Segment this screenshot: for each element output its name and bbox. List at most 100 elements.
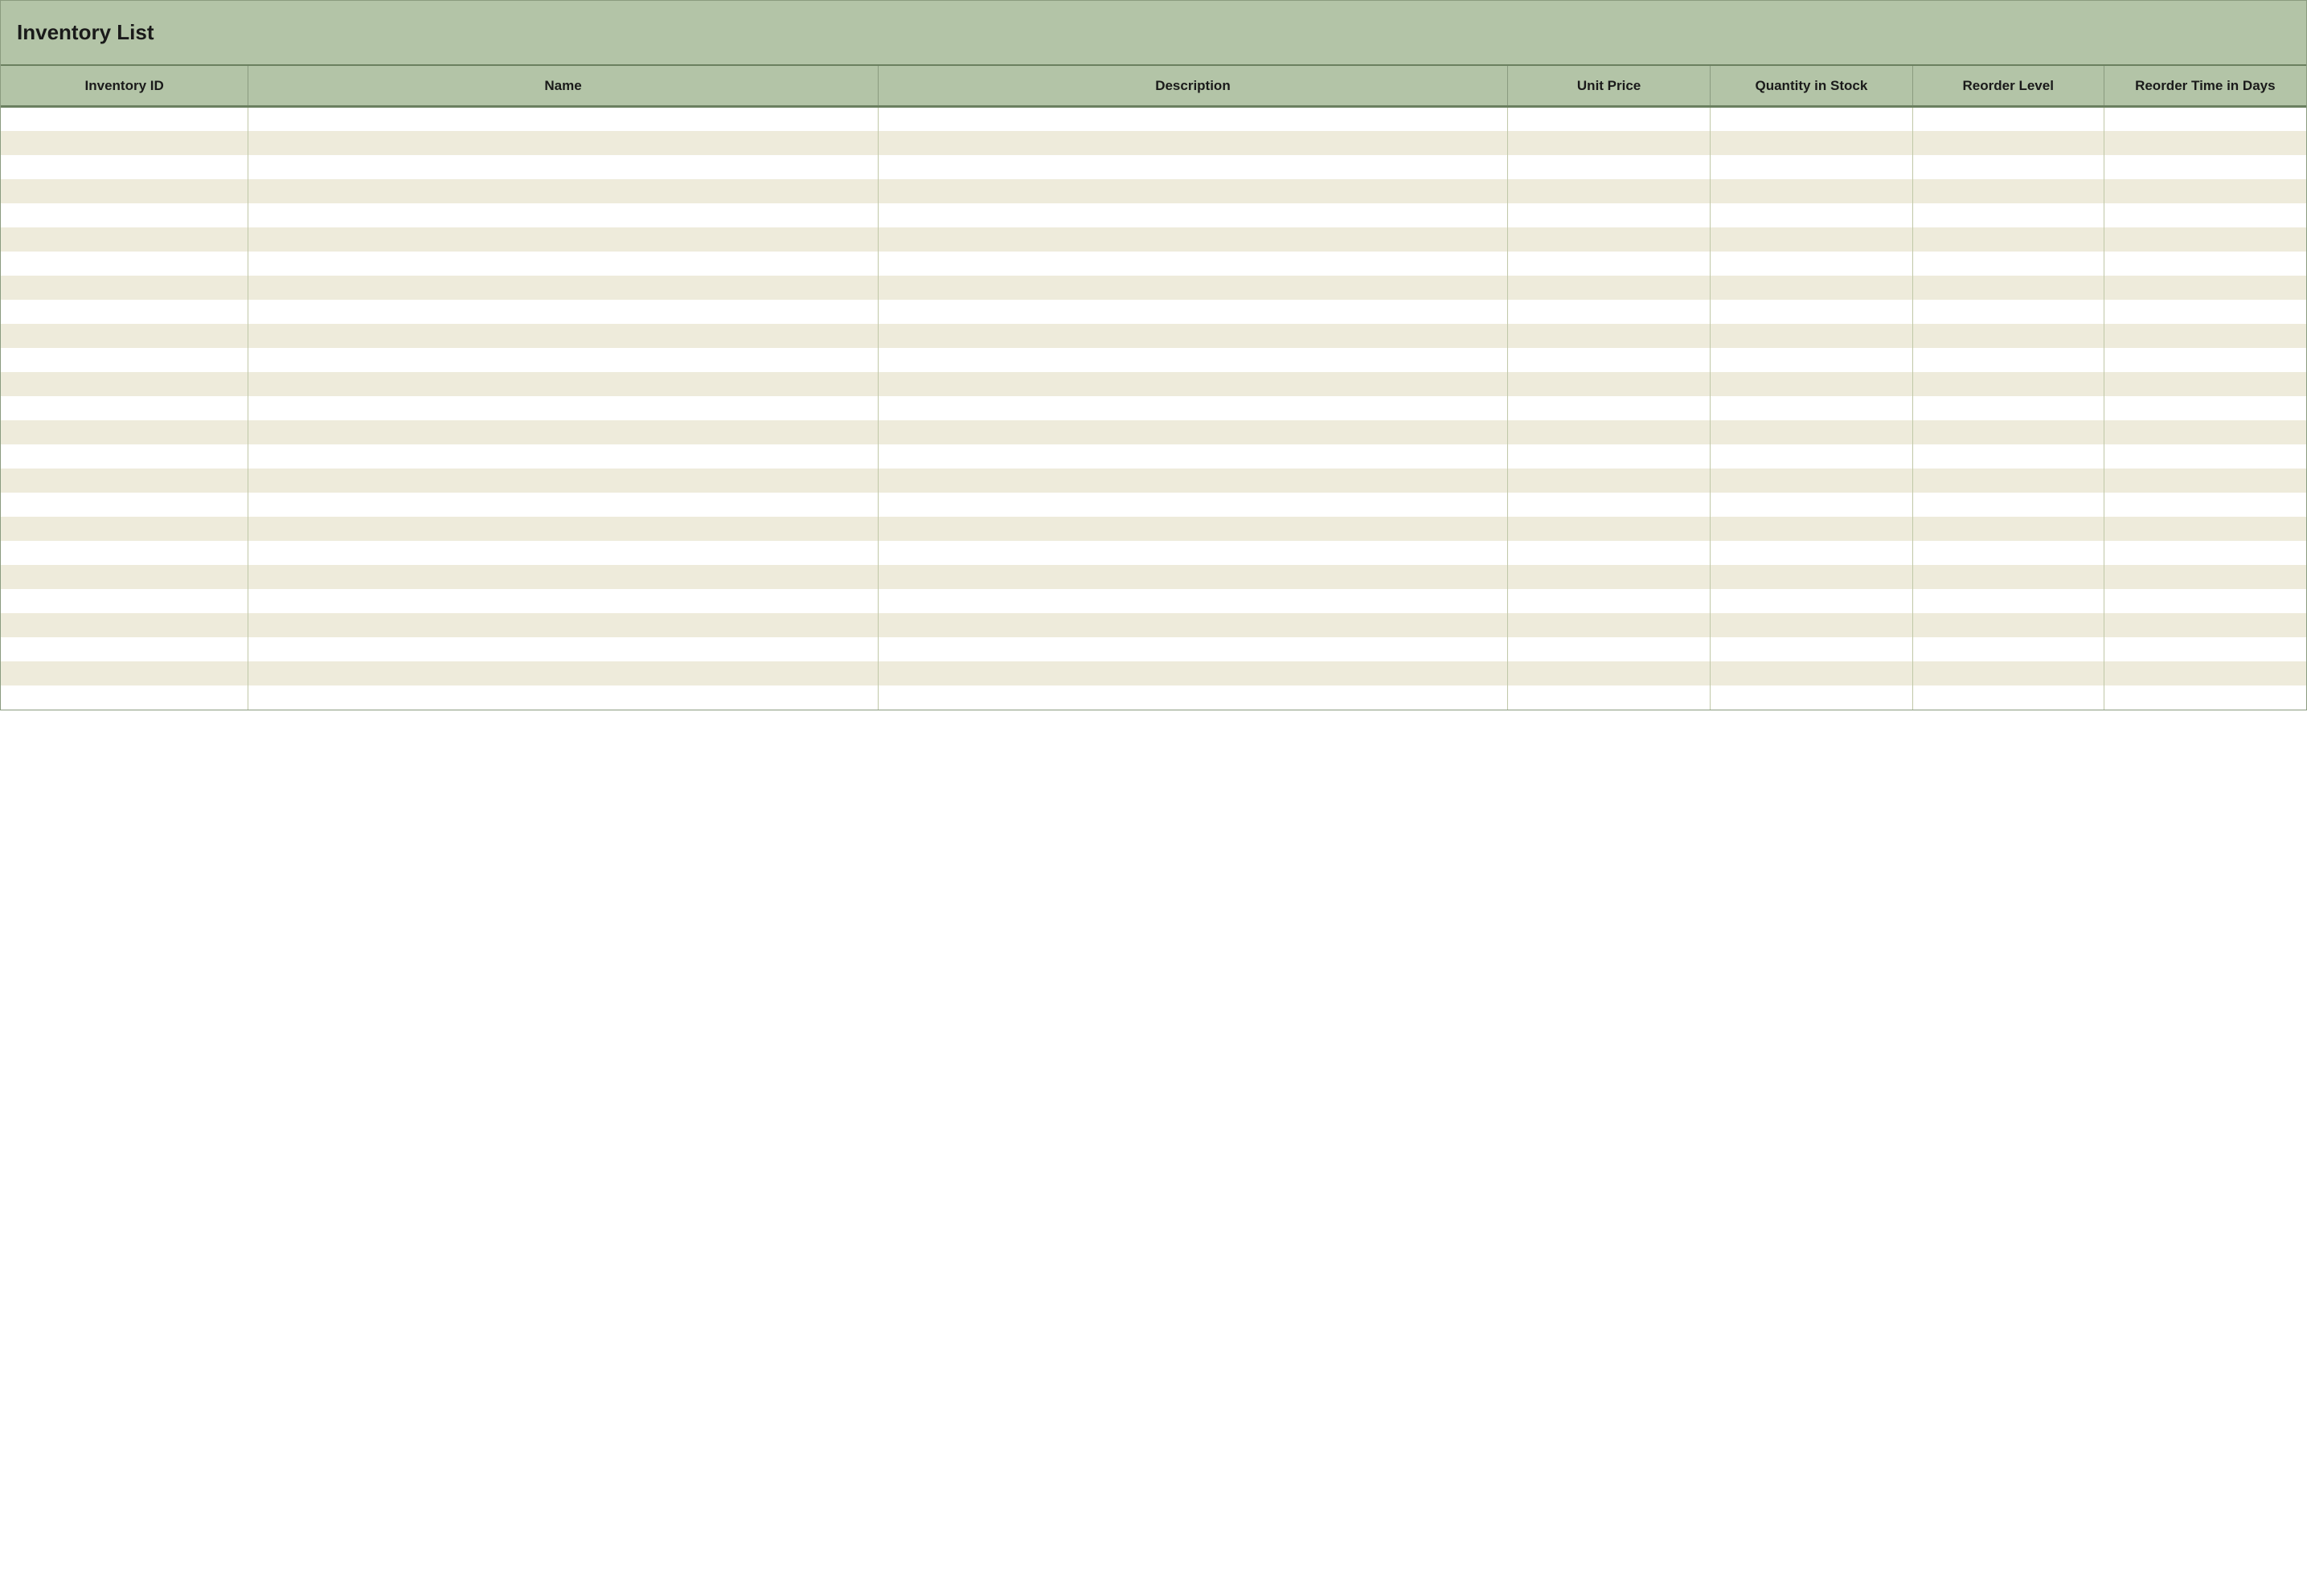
table-cell[interactable]	[1, 372, 248, 396]
table-cell[interactable]	[1508, 541, 1711, 565]
table-cell[interactable]	[2104, 685, 2306, 710]
table-cell[interactable]	[1711, 469, 1913, 493]
table-cell[interactable]	[1, 300, 248, 324]
table-cell[interactable]	[1711, 203, 1913, 227]
table-cell[interactable]	[248, 348, 878, 372]
table-cell[interactable]	[1711, 372, 1913, 396]
table-row[interactable]	[1, 276, 2306, 300]
table-cell[interactable]	[878, 565, 1507, 589]
table-cell[interactable]	[1508, 589, 1711, 613]
col-header-reorder-level[interactable]: Reorder Level	[1912, 66, 2104, 107]
table-cell[interactable]	[1912, 396, 2104, 420]
table-cell[interactable]	[1508, 613, 1711, 637]
table-cell[interactable]	[1, 493, 248, 517]
table-cell[interactable]	[248, 252, 878, 276]
table-cell[interactable]	[248, 685, 878, 710]
table-cell[interactable]	[1912, 348, 2104, 372]
table-cell[interactable]	[1912, 300, 2104, 324]
table-cell[interactable]	[248, 469, 878, 493]
table-row[interactable]	[1, 661, 2306, 685]
table-row[interactable]	[1, 227, 2306, 252]
table-cell[interactable]	[1912, 179, 2104, 203]
table-cell[interactable]	[878, 155, 1507, 179]
table-cell[interactable]	[1508, 107, 1711, 131]
table-cell[interactable]	[878, 493, 1507, 517]
table-cell[interactable]	[2104, 107, 2306, 131]
table-cell[interactable]	[2104, 444, 2306, 469]
table-cell[interactable]	[1711, 565, 1913, 589]
table-row[interactable]	[1, 372, 2306, 396]
table-cell[interactable]	[2104, 396, 2306, 420]
table-row[interactable]	[1, 637, 2306, 661]
table-row[interactable]	[1, 541, 2306, 565]
table-cell[interactable]	[1711, 107, 1913, 131]
table-cell[interactable]	[1508, 227, 1711, 252]
table-cell[interactable]	[1508, 155, 1711, 179]
table-cell[interactable]	[1912, 131, 2104, 155]
table-cell[interactable]	[1711, 131, 1913, 155]
table-cell[interactable]	[1508, 493, 1711, 517]
table-cell[interactable]	[1508, 396, 1711, 420]
table-cell[interactable]	[1912, 227, 2104, 252]
table-cell[interactable]	[2104, 517, 2306, 541]
table-cell[interactable]	[1711, 420, 1913, 444]
table-cell[interactable]	[248, 637, 878, 661]
table-cell[interactable]	[2104, 541, 2306, 565]
table-cell[interactable]	[248, 203, 878, 227]
table-cell[interactable]	[878, 300, 1507, 324]
table-cell[interactable]	[1912, 203, 2104, 227]
table-cell[interactable]	[878, 541, 1507, 565]
table-row[interactable]	[1, 469, 2306, 493]
table-cell[interactable]	[1508, 517, 1711, 541]
table-cell[interactable]	[878, 227, 1507, 252]
table-row[interactable]	[1, 155, 2306, 179]
table-cell[interactable]	[1, 541, 248, 565]
table-cell[interactable]	[1, 396, 248, 420]
table-cell[interactable]	[1912, 107, 2104, 131]
table-cell[interactable]	[878, 661, 1507, 685]
table-cell[interactable]	[878, 396, 1507, 420]
table-cell[interactable]	[248, 107, 878, 131]
table-cell[interactable]	[1508, 469, 1711, 493]
table-cell[interactable]	[1, 565, 248, 589]
table-cell[interactable]	[1, 107, 248, 131]
table-cell[interactable]	[878, 131, 1507, 155]
table-cell[interactable]	[248, 444, 878, 469]
table-cell[interactable]	[1912, 252, 2104, 276]
table-cell[interactable]	[2104, 372, 2306, 396]
table-cell[interactable]	[1508, 565, 1711, 589]
table-cell[interactable]	[1912, 661, 2104, 685]
table-cell[interactable]	[1912, 372, 2104, 396]
table-row[interactable]	[1, 252, 2306, 276]
table-cell[interactable]	[248, 227, 878, 252]
table-cell[interactable]	[1508, 372, 1711, 396]
table-cell[interactable]	[1, 324, 248, 348]
table-cell[interactable]	[1711, 155, 1913, 179]
table-cell[interactable]	[1508, 348, 1711, 372]
col-header-inventory-id[interactable]: Inventory ID	[1, 66, 248, 107]
table-cell[interactable]	[2104, 300, 2306, 324]
table-row[interactable]	[1, 203, 2306, 227]
table-cell[interactable]	[1, 276, 248, 300]
table-cell[interactable]	[2104, 227, 2306, 252]
table-row[interactable]	[1, 131, 2306, 155]
table-cell[interactable]	[2104, 203, 2306, 227]
table-cell[interactable]	[1508, 661, 1711, 685]
table-cell[interactable]	[878, 420, 1507, 444]
table-cell[interactable]	[248, 541, 878, 565]
table-cell[interactable]	[878, 107, 1507, 131]
table-row[interactable]	[1, 565, 2306, 589]
table-row[interactable]	[1, 348, 2306, 372]
table-cell[interactable]	[1508, 203, 1711, 227]
table-row[interactable]	[1, 107, 2306, 131]
table-row[interactable]	[1, 493, 2306, 517]
table-cell[interactable]	[1, 517, 248, 541]
table-row[interactable]	[1, 420, 2306, 444]
table-cell[interactable]	[1912, 565, 2104, 589]
table-cell[interactable]	[248, 131, 878, 155]
table-row[interactable]	[1, 589, 2306, 613]
table-cell[interactable]	[878, 179, 1507, 203]
table-cell[interactable]	[878, 685, 1507, 710]
table-cell[interactable]	[1711, 613, 1913, 637]
table-cell[interactable]	[1711, 276, 1913, 300]
